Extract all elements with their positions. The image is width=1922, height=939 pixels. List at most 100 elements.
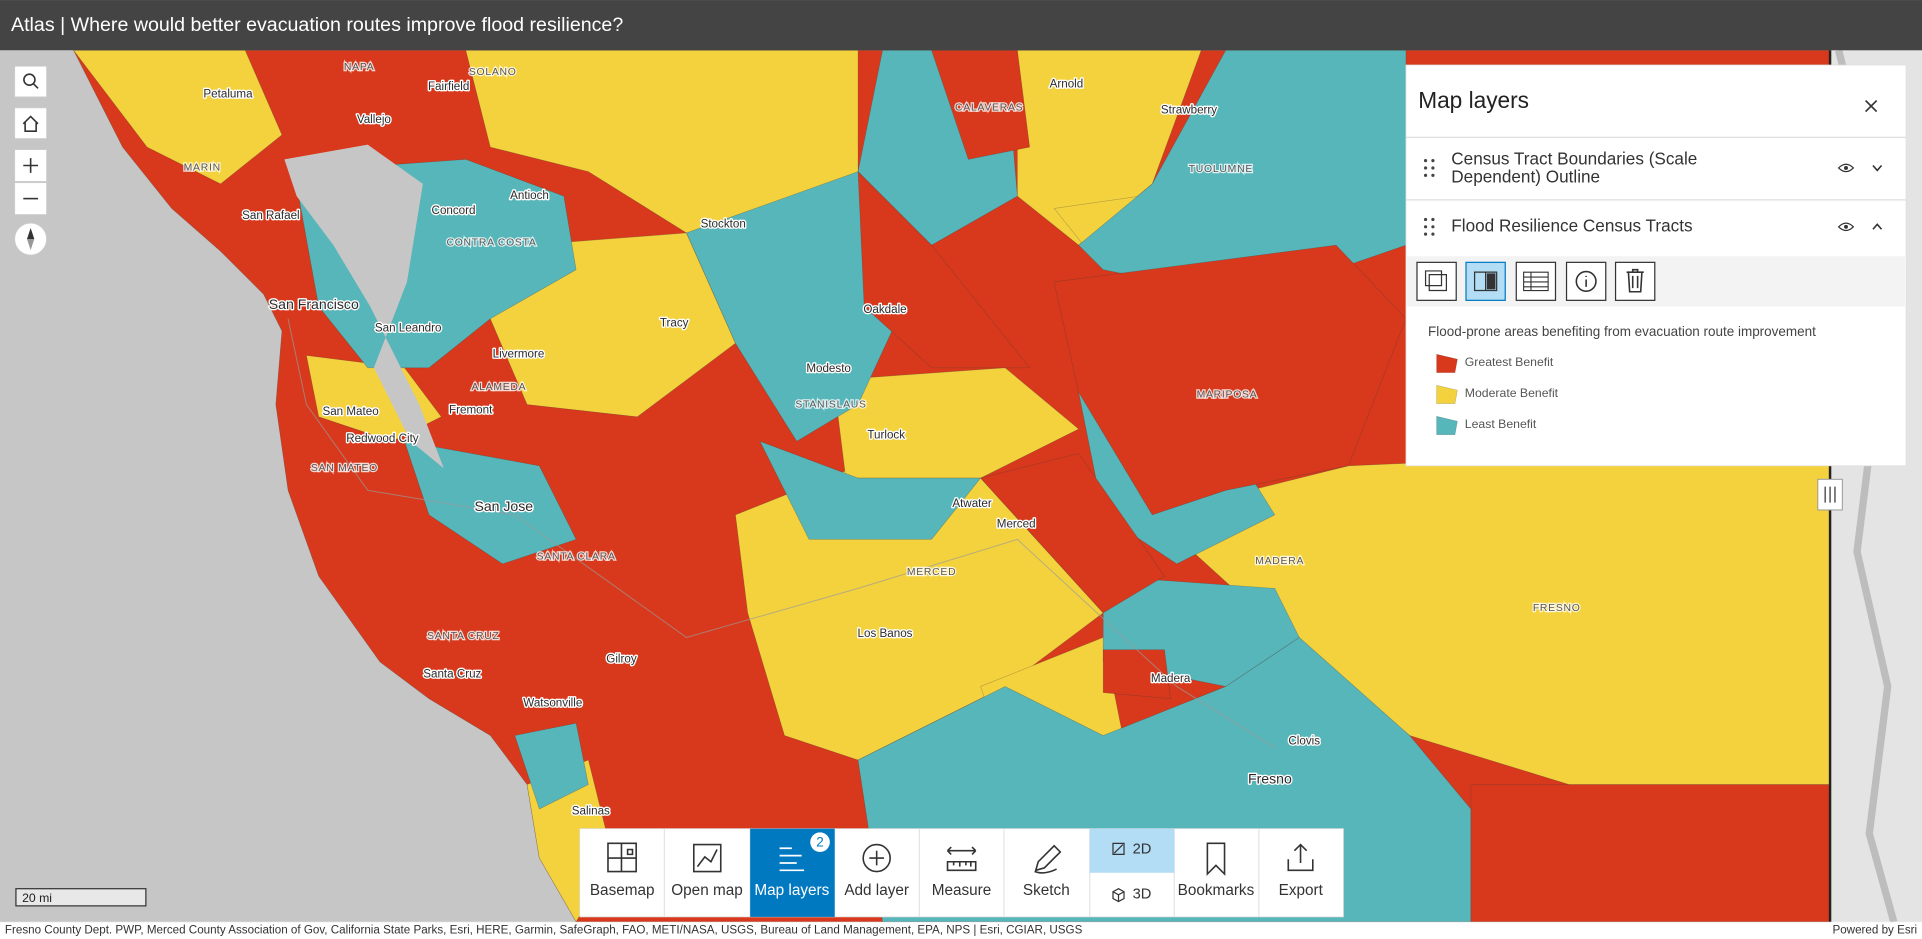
place-label: Turlock <box>867 428 905 441</box>
place-label: Strawberry <box>1161 103 1217 116</box>
icon <box>32 82 39 89</box>
layer-name[interactable]: Census Tract Boundaries (Scale Dependent)… <box>1451 148 1697 186</box>
tract-area <box>857 170 1031 369</box>
icon <box>26 239 35 251</box>
county-label: ALAMEDA <box>471 382 526 393</box>
search-button[interactable] <box>14 65 47 98</box>
drag-handle[interactable] <box>1423 159 1435 177</box>
tract-area <box>1053 244 1407 516</box>
measure-tool[interactable]: Measure <box>932 846 992 899</box>
export-tool[interactable]: Export <box>1279 843 1324 900</box>
layer-name[interactable]: Flood Resilience Census Tracts <box>1451 215 1692 235</box>
place-label: San Mateo <box>322 405 378 418</box>
add-layer-tool[interactable]: Add layer <box>844 843 909 900</box>
tract-area <box>1102 649 1171 700</box>
panel-title: Map layers <box>1418 87 1529 113</box>
place-label: San Francisco <box>269 296 359 312</box>
tool-label: Export <box>1279 882 1324 899</box>
icon <box>26 228 35 240</box>
county-label: NAPA <box>344 62 375 73</box>
tract-area <box>514 722 589 810</box>
icon <box>1473 271 1498 292</box>
place-label: Fresno <box>1248 770 1292 786</box>
county-label: FRESNO <box>1533 603 1581 614</box>
icon <box>1034 844 1062 874</box>
icon <box>1486 273 1496 290</box>
legend-title: Flood-prone areas benefiting from evacua… <box>1428 324 1816 339</box>
place-label: Redwood City <box>346 432 419 445</box>
icon <box>862 843 891 873</box>
collapse-toggle[interactable] <box>1872 223 1883 230</box>
action-button[interactable] <box>1614 261 1656 301</box>
expand-toggle[interactable] <box>1872 164 1883 172</box>
drag-handle[interactable] <box>1423 217 1435 236</box>
legend-label: Moderate Benefit <box>1465 386 1559 400</box>
map-layers-tool[interactable]: 2 Map layers <box>754 832 830 899</box>
view-3d[interactable]: 3D <box>1112 887 1151 903</box>
tool-label: Sketch <box>1023 882 1070 899</box>
badge <box>810 832 830 852</box>
icon <box>1523 271 1549 292</box>
icon <box>23 73 36 87</box>
county-label: MERCED <box>907 567 957 578</box>
tract-area <box>833 367 1080 479</box>
sketch-tool[interactable]: Sketch <box>1023 844 1070 899</box>
tool-label: Basemap <box>590 882 655 899</box>
icon <box>946 846 977 872</box>
icon <box>779 847 805 872</box>
legend-swatch <box>1436 353 1458 373</box>
icon <box>23 158 38 173</box>
place-label: Watsonville <box>523 697 582 710</box>
tract-area <box>1470 784 1831 923</box>
place-label: Oakdale <box>863 303 906 316</box>
place-label: Petaluma <box>203 87 253 100</box>
open-map-tool[interactable]: Open map <box>671 843 743 900</box>
scale-bar <box>15 888 147 907</box>
tool-label: Open map <box>671 882 743 899</box>
icon <box>1844 166 1848 170</box>
county-label: SAN MATEO <box>311 463 378 474</box>
place-label: Atwater <box>952 497 992 510</box>
tool-label: Add layer <box>844 882 909 899</box>
home-button[interactable] <box>14 107 47 139</box>
county-label: CONTRA COSTA <box>446 237 536 248</box>
visibility-toggle[interactable] <box>1837 163 1855 173</box>
place-label: Concord <box>432 204 476 217</box>
place-label: San Leandro <box>375 322 442 335</box>
attribution: Fresno County Dept. PWP, Merced County A… <box>5 923 1083 936</box>
place-label: Livermore <box>493 347 545 360</box>
icon <box>22 115 39 132</box>
place-label: Fairfield <box>428 80 469 93</box>
icon <box>1844 224 1848 229</box>
bay <box>284 144 444 469</box>
tool-label: Map layers <box>754 882 829 899</box>
icon <box>607 842 637 873</box>
tract-area <box>980 453 1165 614</box>
place-label: Gilroy <box>606 653 637 666</box>
bookmarks-tool[interactable]: Bookmarks <box>1178 842 1255 899</box>
place-label: San Jose <box>474 498 533 514</box>
county-label: SANTA CRUZ <box>427 631 500 642</box>
attribution-bar <box>0 921 1922 939</box>
view-2d[interactable]: 2D <box>1112 841 1151 857</box>
county-label: MADERA <box>1255 556 1304 567</box>
place-label: Merced <box>997 518 1036 531</box>
place-label: Tracy <box>660 317 689 330</box>
place-label: San Rafael <box>242 209 300 222</box>
place-label: Vallejo <box>357 113 391 126</box>
action-button[interactable] <box>1515 261 1557 301</box>
toolbar-bg <box>579 828 1344 918</box>
icon <box>1112 888 1125 903</box>
icon <box>1112 842 1125 856</box>
tool-label: Bookmarks <box>1178 882 1255 899</box>
visibility-toggle[interactable] <box>1837 222 1855 232</box>
action-button-selected[interactable] <box>1465 261 1506 301</box>
close-button[interactable] <box>1865 99 1878 113</box>
scale-label: 20 mi <box>22 891 52 905</box>
road <box>287 318 1276 749</box>
place-label: Modesto <box>806 362 851 375</box>
basemap-tool[interactable]: Basemap <box>590 842 655 899</box>
icon <box>1626 268 1644 293</box>
icon <box>1424 270 1448 292</box>
